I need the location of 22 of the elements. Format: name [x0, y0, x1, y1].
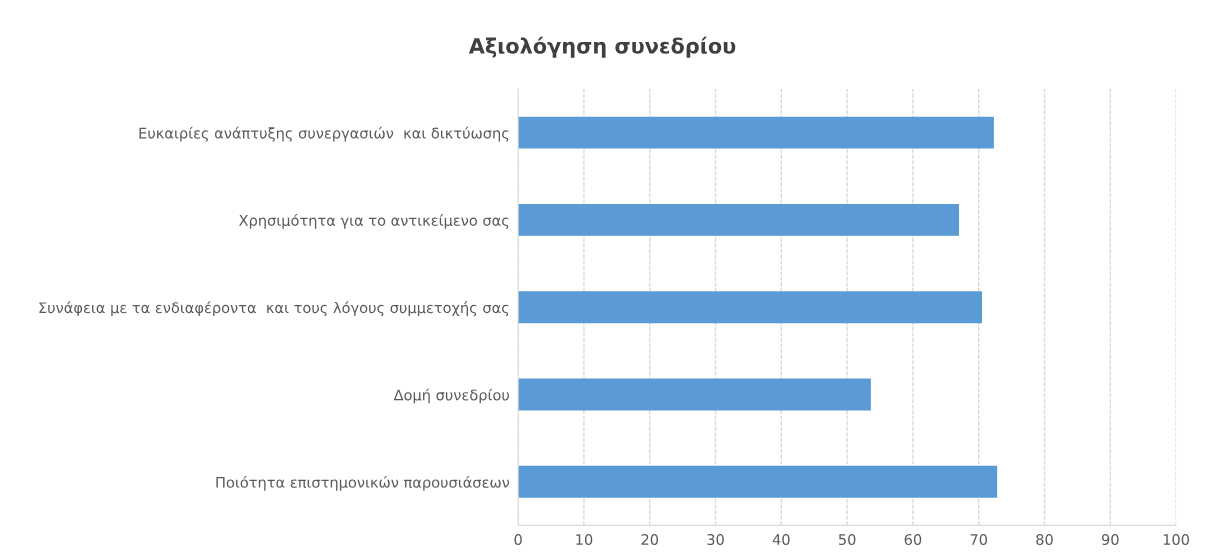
bar	[518, 116, 994, 149]
x-tick-label: 40	[772, 534, 790, 546]
chart-title: Αξιολόγηση συνεδρίου	[468, 36, 736, 58]
bar	[518, 465, 998, 498]
x-tick-label: 50	[838, 534, 856, 546]
x-tick-label: 0	[514, 534, 522, 546]
y-tick-label: Ποιότητα επιστημονικών παρουσιάσεων	[216, 475, 510, 491]
x-tick-label: 100	[1163, 534, 1190, 546]
x-tick-label: 60	[904, 534, 922, 546]
y-tick-label: Χρησιμότητα για το αντικείμενο σας	[239, 214, 509, 229]
x-tick-label: 30	[707, 534, 724, 546]
x-tick-label: 70	[970, 534, 988, 546]
x-tick-label: 20	[641, 534, 659, 546]
y-tick-label: Συνάφεια με τα ενδιαφέροντα και τους λόγους συμμετοχής σας	[39, 301, 509, 317]
x-tick-label: 90	[1101, 534, 1119, 546]
bar	[518, 291, 983, 324]
y-tick-label: Δομή συνεδρίου	[393, 388, 509, 404]
x-tick-label: 80	[1036, 534, 1053, 546]
y-tick-label: Ευκαιρίες ανάπτυξης συνεργασιών και δικτύωσης	[139, 126, 509, 142]
bar	[518, 203, 960, 236]
x-tick-label: 10	[576, 534, 593, 546]
bar	[518, 378, 871, 411]
